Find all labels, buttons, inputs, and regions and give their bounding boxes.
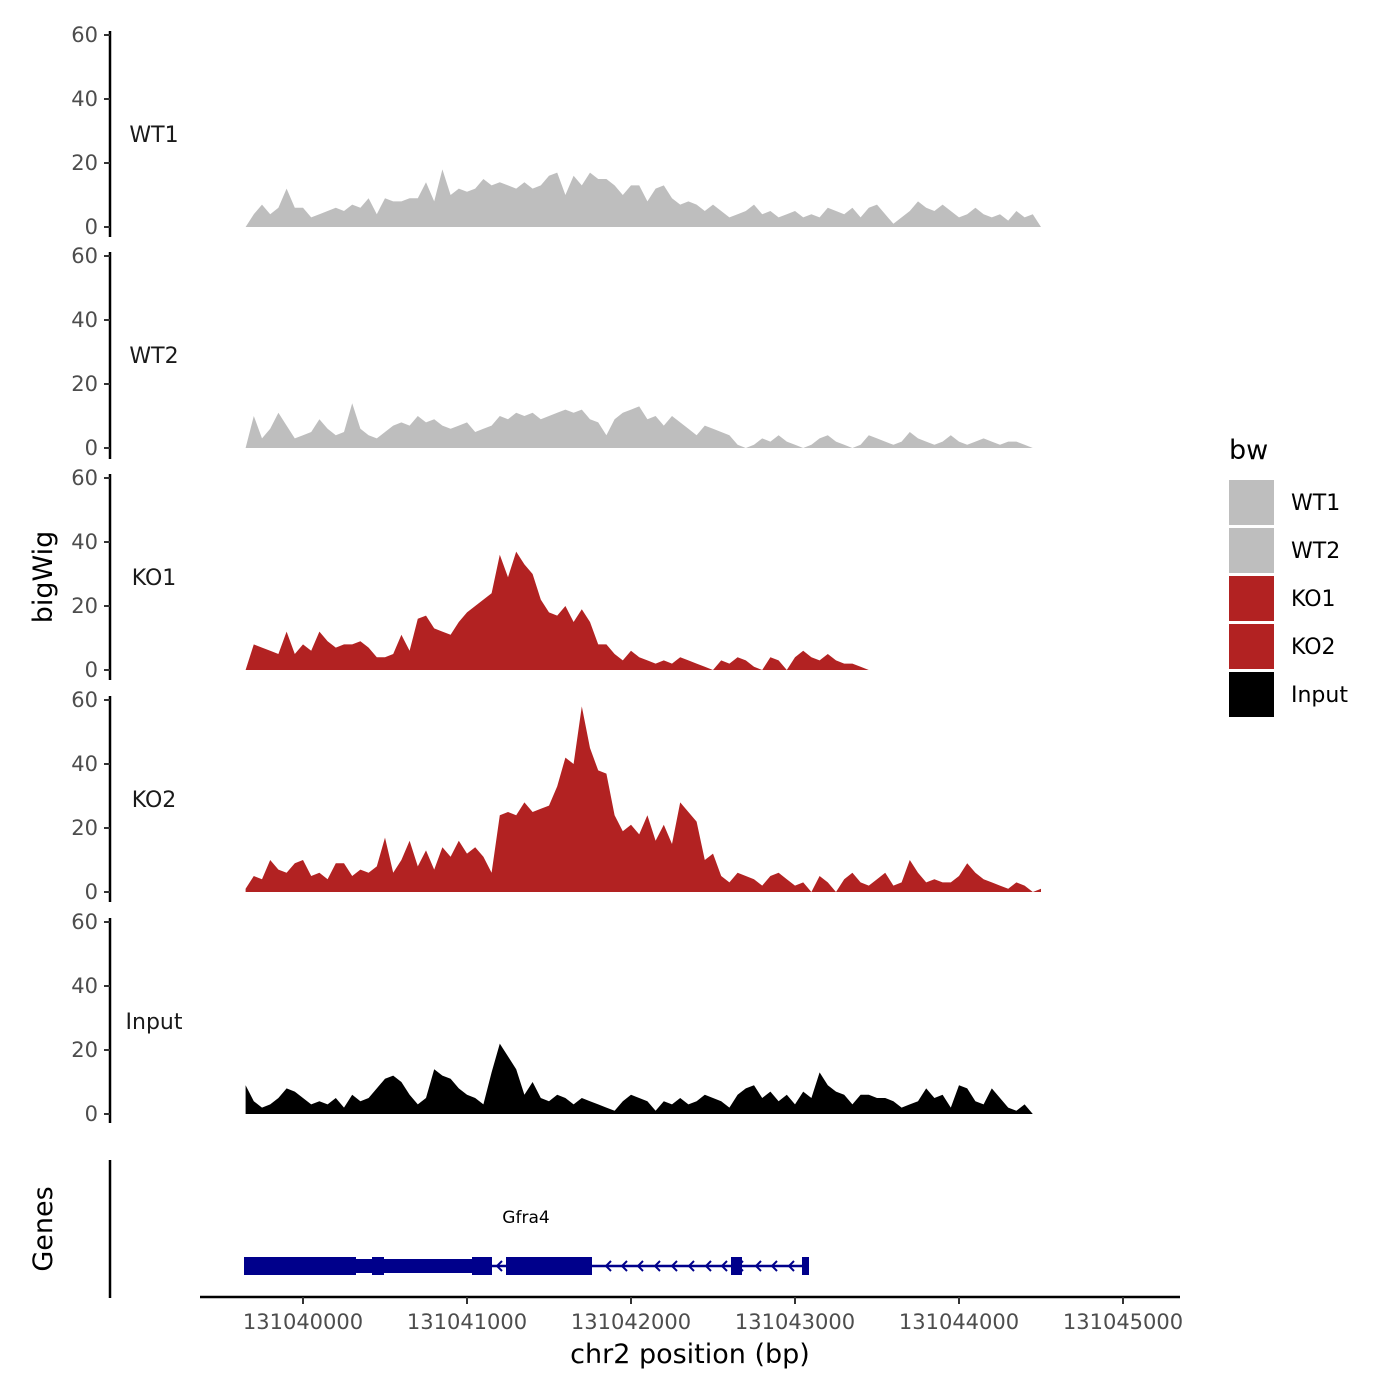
gene-strand-arrow-9 bbox=[736, 1260, 744, 1272]
y-tick-label: 0 bbox=[85, 880, 98, 904]
y-tick-label: 40 bbox=[71, 752, 98, 776]
x-axis-title: chr2 position (bp) bbox=[570, 1339, 810, 1370]
x-tick-label: 131042000 bbox=[571, 1310, 691, 1334]
x-tick-label: 131041000 bbox=[407, 1310, 527, 1334]
legend-swatch-ko1 bbox=[1229, 576, 1274, 621]
y-tick-label: 60 bbox=[71, 244, 98, 268]
legend-label-input: Input bbox=[1291, 683, 1348, 708]
y-tick-label: 0 bbox=[85, 436, 98, 460]
legend-swatch-input bbox=[1229, 672, 1274, 717]
gene-strand-arrow-3 bbox=[636, 1260, 644, 1272]
gene-strand-arrow-5 bbox=[670, 1260, 678, 1272]
y-tick-label: 40 bbox=[71, 974, 98, 998]
legend-title: bw bbox=[1229, 435, 1268, 466]
coverage-area-ko2 bbox=[245, 706, 1042, 892]
y-tick-label: 20 bbox=[71, 594, 98, 618]
y-tick-label: 20 bbox=[71, 372, 98, 396]
gene-strand-arrow-2 bbox=[620, 1260, 628, 1272]
gene-label-gfra4: Gfra4 bbox=[502, 1208, 549, 1228]
gene-strand-arrow-10 bbox=[754, 1260, 762, 1272]
gene-exon-7 bbox=[802, 1257, 809, 1275]
gene-exon-2 bbox=[372, 1257, 384, 1275]
y-tick-label: 60 bbox=[71, 910, 98, 934]
gene-exon-5 bbox=[506, 1257, 592, 1275]
legend-swatch-ko2 bbox=[1229, 624, 1274, 669]
gene-exon-6 bbox=[731, 1257, 742, 1275]
y-tick-label: 60 bbox=[71, 466, 98, 490]
y-tick-label: 60 bbox=[71, 688, 98, 712]
x-tick-label: 131040000 bbox=[243, 1310, 363, 1334]
gene-strand-arrow-6 bbox=[687, 1260, 695, 1272]
gene-strand-arrow-12 bbox=[787, 1260, 795, 1272]
y-tick-label: 0 bbox=[85, 1102, 98, 1126]
legend-label-ko1: KO1 bbox=[1291, 587, 1336, 612]
coverage-area-input bbox=[245, 1043, 1042, 1114]
track-label-wt2: WT2 bbox=[129, 344, 178, 369]
legend-label-wt1: WT1 bbox=[1291, 491, 1340, 516]
y-tick-label: 40 bbox=[71, 87, 98, 111]
track-label-input: Input bbox=[126, 1010, 183, 1035]
gene-strand-arrow-4 bbox=[653, 1260, 661, 1272]
y-tick-label: 20 bbox=[71, 816, 98, 840]
legend-label-wt2: WT2 bbox=[1291, 539, 1340, 564]
gene-strand-arrow-1 bbox=[604, 1260, 612, 1272]
gene-exon-1 bbox=[356, 1259, 372, 1273]
coverage-area-wt2 bbox=[245, 403, 1042, 448]
track-label-wt1: WT1 bbox=[129, 123, 178, 148]
legend-swatch-wt2 bbox=[1229, 528, 1274, 573]
gene-exon-4 bbox=[472, 1257, 492, 1275]
x-tick-label: 131043000 bbox=[735, 1310, 855, 1334]
y-tick-label: 60 bbox=[71, 23, 98, 47]
x-tick-label: 131045000 bbox=[1063, 1310, 1183, 1334]
gene-strand-arrow-8 bbox=[720, 1260, 728, 1272]
genes-axis-title: Genes bbox=[28, 1186, 59, 1271]
gene-strand-arrow-11 bbox=[770, 1260, 778, 1272]
y-tick-label: 20 bbox=[71, 151, 98, 175]
y-axis-title: bigWig bbox=[28, 531, 59, 624]
gene-strand-arrow-7 bbox=[704, 1260, 712, 1272]
y-tick-label: 0 bbox=[85, 658, 98, 682]
legend-label-ko2: KO2 bbox=[1291, 635, 1336, 660]
gene-exon-3 bbox=[384, 1259, 472, 1273]
legend-swatch-wt1 bbox=[1229, 480, 1274, 525]
x-tick-label: 131044000 bbox=[899, 1310, 1019, 1334]
track-label-ko2: KO2 bbox=[132, 788, 177, 813]
coverage-area-ko1 bbox=[245, 551, 878, 670]
y-tick-label: 20 bbox=[71, 1038, 98, 1062]
y-tick-label: 40 bbox=[71, 530, 98, 554]
track-label-ko1: KO1 bbox=[132, 566, 177, 591]
y-tick-label: 0 bbox=[85, 215, 98, 239]
gene-strand-arrow-0 bbox=[495, 1260, 503, 1272]
y-tick-label: 40 bbox=[71, 308, 98, 332]
gene-exon-0 bbox=[244, 1257, 356, 1275]
coverage-area-wt1 bbox=[245, 169, 1042, 227]
